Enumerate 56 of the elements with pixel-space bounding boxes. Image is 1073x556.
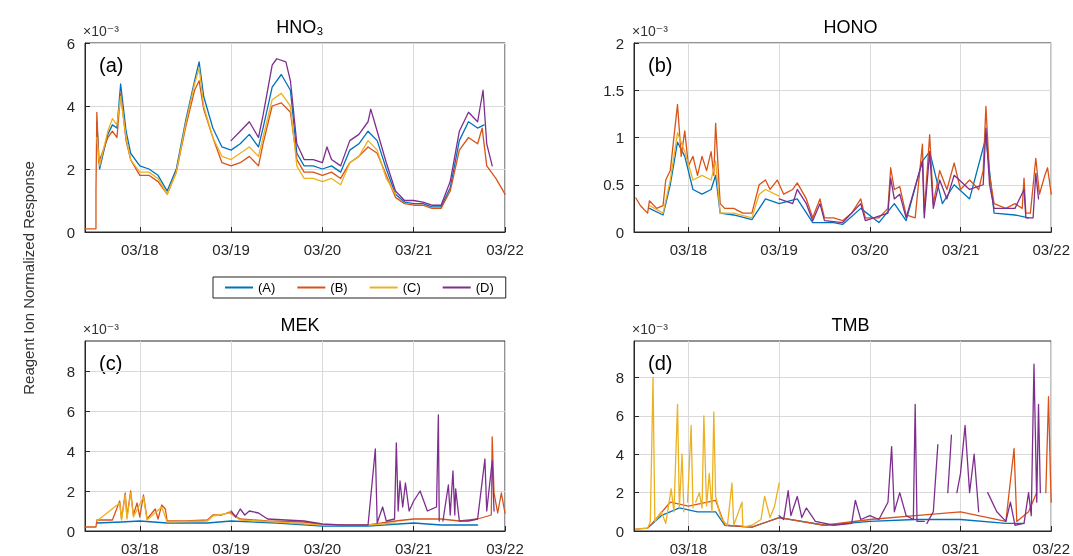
x-tick-label: 03/20 bbox=[851, 540, 889, 556]
text: ×10⁻³ bbox=[632, 321, 669, 337]
legend-label: (B) bbox=[330, 280, 348, 295]
y-tick-label: 8 bbox=[615, 368, 624, 386]
y-tick-label: 4 bbox=[66, 442, 75, 460]
y-tick-label: 2 bbox=[66, 482, 75, 500]
x-tick-label: 03/22 bbox=[486, 540, 524, 556]
x-tick-label: 03/18 bbox=[669, 540, 708, 556]
x-tick-label: 03/19 bbox=[212, 241, 250, 258]
annotation: (b) bbox=[648, 54, 673, 76]
y-tick-label: 2 bbox=[66, 160, 75, 178]
y-tick-label: 0 bbox=[66, 522, 75, 540]
y-tick-label: 4 bbox=[615, 445, 624, 463]
chart-title: TMB bbox=[831, 315, 870, 335]
annotation: (a) bbox=[99, 54, 124, 76]
x-tick-label: 03/20 bbox=[303, 241, 342, 258]
y-tick-label: 8 bbox=[66, 362, 75, 380]
y-tick-label: 0 bbox=[615, 522, 624, 540]
x-tick-label: 03/22 bbox=[1032, 540, 1071, 556]
chart-title: HONO bbox=[823, 17, 878, 37]
x-tick-label: 03/18 bbox=[669, 241, 708, 258]
y-tick-label: 0.5 bbox=[603, 176, 624, 194]
x-tick-label: 03/21 bbox=[394, 540, 433, 556]
x-tick-label: 03/19 bbox=[212, 540, 250, 556]
x-tick-label: 03/20 bbox=[303, 540, 342, 556]
x-tick-label: 03/20 bbox=[851, 241, 889, 258]
y-tick-label: 2 bbox=[615, 34, 624, 52]
y-tick-label: 0 bbox=[615, 223, 624, 241]
x-tick-label: 03/21 bbox=[941, 540, 980, 556]
y-tick-label: 6 bbox=[615, 407, 624, 425]
x-tick-label: 03/22 bbox=[1032, 241, 1071, 258]
x-tick-label: 03/18 bbox=[121, 540, 159, 556]
text: ×10⁻³ bbox=[83, 23, 120, 39]
y-tick-label: 6 bbox=[66, 34, 75, 52]
chart-title: MEK bbox=[280, 315, 320, 335]
y-tick-label: 6 bbox=[66, 402, 75, 420]
x-tick-label: 03/19 bbox=[760, 540, 798, 556]
text: ×10⁻³ bbox=[83, 321, 120, 337]
legend-label: (C) bbox=[402, 280, 421, 295]
y-tick-label: 1.5 bbox=[603, 81, 624, 99]
y-tick-label: 1 bbox=[615, 129, 624, 146]
legend-label: (D) bbox=[475, 280, 494, 295]
x-tick-label: 03/19 bbox=[760, 241, 798, 258]
y-tick-label: 2 bbox=[615, 484, 624, 502]
annotation: (d) bbox=[648, 352, 673, 374]
x-tick-label: 03/21 bbox=[394, 241, 433, 258]
legend-label: (A) bbox=[258, 280, 276, 295]
y-tick-label: 0 bbox=[66, 223, 75, 241]
x-tick-label: 03/22 bbox=[486, 241, 524, 258]
x-tick-label: 03/18 bbox=[121, 241, 159, 258]
text: ×10⁻³ bbox=[632, 23, 669, 39]
y-axis-title: Reagent Ion Normalized Response bbox=[19, 161, 37, 395]
y-tick-label: 4 bbox=[66, 97, 75, 115]
chart-title: HNO₃ bbox=[276, 17, 324, 37]
x-tick-label: 03/21 bbox=[941, 241, 980, 258]
annotation: (c) bbox=[99, 352, 123, 374]
